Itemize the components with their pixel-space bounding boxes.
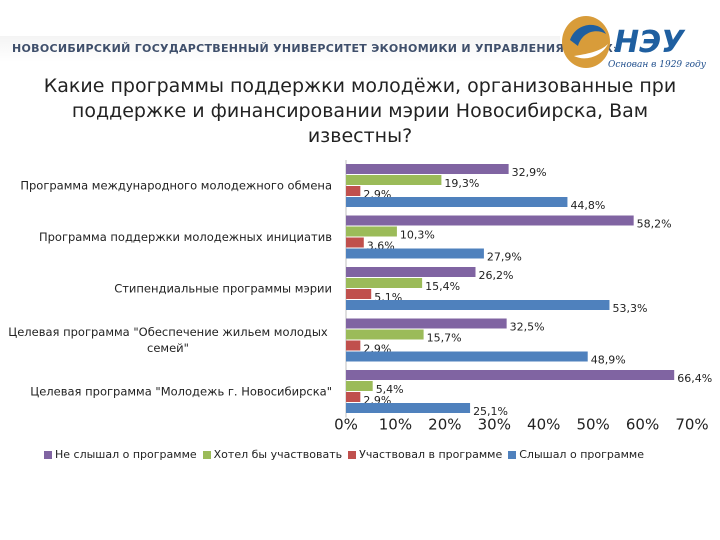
university-logo-icon: НЭУ bbox=[562, 16, 686, 68]
bar bbox=[346, 318, 507, 329]
data-label: 66,4% bbox=[677, 372, 712, 385]
data-label: 27,9% bbox=[487, 251, 522, 264]
bar bbox=[346, 186, 361, 196]
legend-label: Не слышал о программе bbox=[55, 448, 197, 461]
legend-swatch bbox=[348, 450, 357, 459]
x-tick-label: 20% bbox=[428, 416, 461, 434]
bar bbox=[346, 370, 675, 380]
bar bbox=[346, 237, 364, 248]
data-label: 53,3% bbox=[612, 302, 647, 315]
legend-swatch bbox=[44, 450, 52, 459]
category-label: семей" bbox=[147, 341, 189, 355]
page-title: Какие программы поддержки молодёжи, орга… bbox=[43, 75, 677, 147]
data-label: 26,2% bbox=[479, 269, 514, 282]
bar bbox=[346, 164, 509, 174]
bar bbox=[346, 300, 610, 310]
svg-text:НЭУ: НЭУ bbox=[614, 25, 686, 60]
bar bbox=[346, 197, 568, 207]
legend-item: Участвовал в программе bbox=[348, 448, 502, 461]
bar bbox=[346, 267, 476, 277]
legend-item: Хотел бы участвовать bbox=[202, 448, 343, 461]
legend-swatch bbox=[508, 450, 517, 459]
category-label: Программа международного молодежного обм… bbox=[20, 179, 332, 193]
data-label: 19,3% bbox=[444, 177, 479, 190]
bar bbox=[346, 289, 372, 299]
bar bbox=[346, 329, 424, 340]
logo-caption: Основан в 1929 году bbox=[608, 60, 706, 70]
data-label: 58,2% bbox=[637, 218, 672, 231]
x-tick-label: 30% bbox=[478, 416, 511, 434]
bar bbox=[346, 278, 423, 288]
bar bbox=[346, 340, 361, 351]
header-band bbox=[0, 36, 560, 62]
x-tick-label: 40% bbox=[527, 416, 560, 434]
data-label: 32,9% bbox=[512, 166, 547, 179]
bar bbox=[346, 403, 471, 413]
category-label: Программа поддержки молодежных инициатив bbox=[39, 230, 332, 244]
data-label: 5,4% bbox=[376, 383, 404, 396]
data-label: 25,1% bbox=[473, 405, 508, 418]
data-label: 44,8% bbox=[570, 199, 605, 212]
legend-swatch bbox=[202, 450, 211, 459]
data-label: 15,7% bbox=[427, 332, 462, 345]
bar bbox=[346, 226, 397, 237]
bar bbox=[346, 248, 484, 259]
legend-label: Слышал о программе bbox=[519, 448, 644, 461]
data-label: 15,4% bbox=[425, 280, 460, 293]
data-label: 48,9% bbox=[591, 354, 626, 367]
bar bbox=[346, 381, 373, 391]
category-label: Целевая программа "Молодежь г. Новосибир… bbox=[30, 385, 332, 399]
bar bbox=[346, 215, 634, 226]
category-label: Стипендиальные программы мэрии bbox=[114, 282, 332, 296]
data-label: 10,3% bbox=[400, 229, 435, 242]
legend-item: Слышал о программе bbox=[508, 448, 644, 461]
x-tick-label: 70% bbox=[675, 416, 708, 434]
x-tick-label: 60% bbox=[626, 416, 659, 434]
legend-item: Не слышал о программе bbox=[44, 448, 197, 461]
x-tick-label: 0% bbox=[334, 416, 358, 434]
bar bbox=[346, 392, 361, 402]
x-tick-label: 50% bbox=[576, 416, 609, 434]
chart-legend: Не слышал о программе Хотел бы участвоват… bbox=[44, 448, 644, 461]
bar bbox=[346, 175, 442, 185]
category-label: Целевая программа "Обеспечение жильем мо… bbox=[8, 325, 328, 339]
data-label: 32,5% bbox=[510, 321, 545, 334]
bar bbox=[346, 351, 588, 362]
legend-label: Хотел бы участвовать bbox=[213, 448, 343, 461]
x-tick-label: 10% bbox=[379, 416, 412, 434]
university-name: НОВОСИБИРСКИЙ ГОСУДАРСТВЕННЫЙ УНИВЕРСИТЕ… bbox=[12, 42, 621, 55]
legend-label: Участвовал в программе bbox=[359, 448, 503, 461]
